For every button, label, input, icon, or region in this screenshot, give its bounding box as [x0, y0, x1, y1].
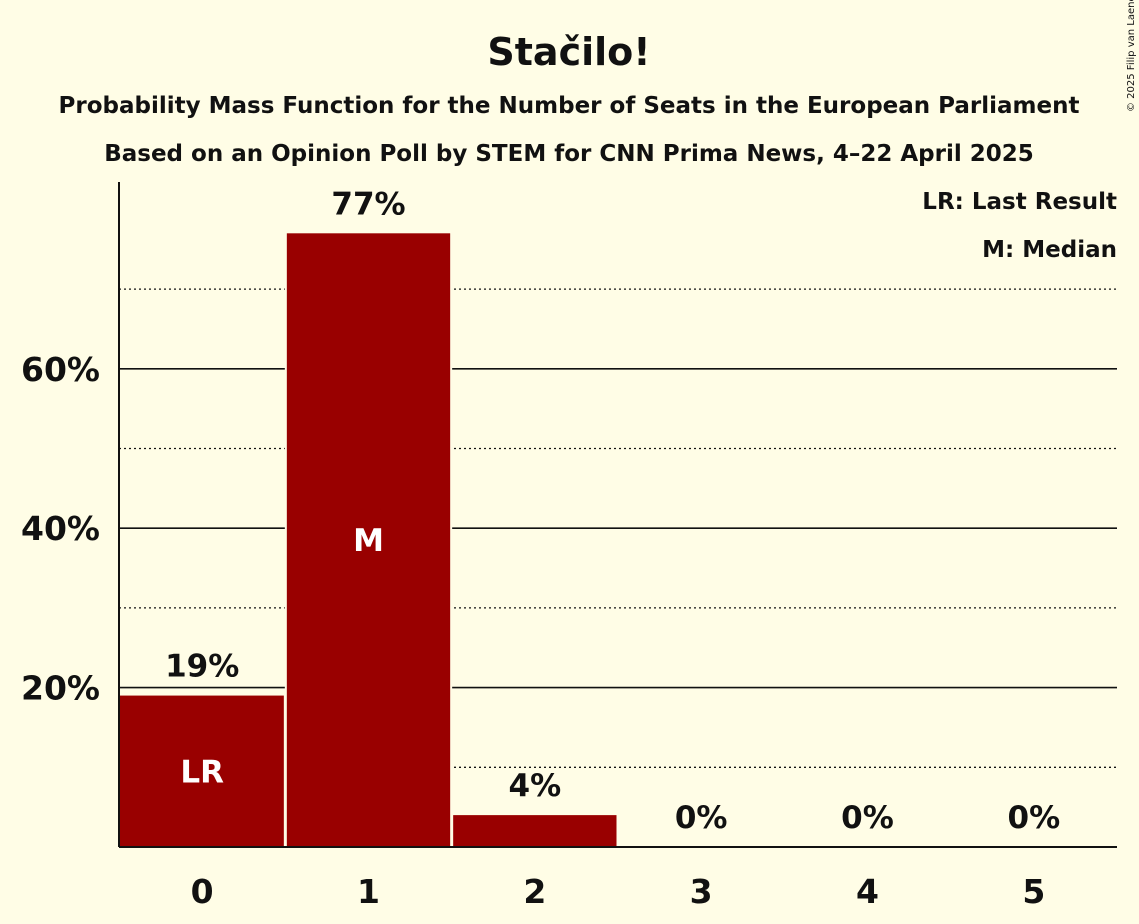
legend-last-result: LR: Last Result [922, 189, 1117, 215]
x-tick-label: 1 [357, 872, 380, 911]
bar-value-label: 0% [841, 800, 894, 836]
x-tick-label: 5 [1022, 872, 1045, 911]
bar-value-label: 0% [1008, 800, 1061, 836]
bar-value-label: 4% [509, 768, 562, 804]
x-tick-label: 2 [523, 872, 546, 911]
y-tick-label: 40% [21, 509, 100, 548]
bar-value-label: 77% [331, 186, 405, 222]
y-tick-label: 20% [21, 669, 100, 708]
bar [286, 233, 451, 847]
bars-layer [117, 231, 619, 847]
bar [453, 815, 617, 847]
bar-value-label: 19% [165, 649, 239, 685]
axes-layer: 20% 40% 60% 0 1 2 3 4 5 [21, 182, 1117, 911]
bar-inner-label: LR [180, 754, 224, 790]
y-tick-label: 60% [21, 350, 100, 389]
chart-subtitle-1: Probability Mass Function for the Number… [59, 93, 1080, 119]
x-tick-label: 4 [856, 872, 879, 911]
x-tick-label: 0 [191, 872, 214, 911]
x-tick-label: 3 [690, 872, 713, 911]
bar [119, 695, 284, 847]
bar-value-label: 0% [675, 800, 728, 836]
copyright-text: © 2025 Filip van Laenen [1126, 0, 1137, 112]
chart-subtitle-2: Based on an Opinion Poll by STEM for CNN… [104, 141, 1034, 167]
bar-inner-label: M [353, 523, 384, 559]
labels-layer: 19% LR 77% M 4% 0% 0% 0% [165, 186, 1060, 836]
chart-title: Stačilo! [487, 30, 650, 74]
legend-median: M: Median [982, 237, 1117, 263]
